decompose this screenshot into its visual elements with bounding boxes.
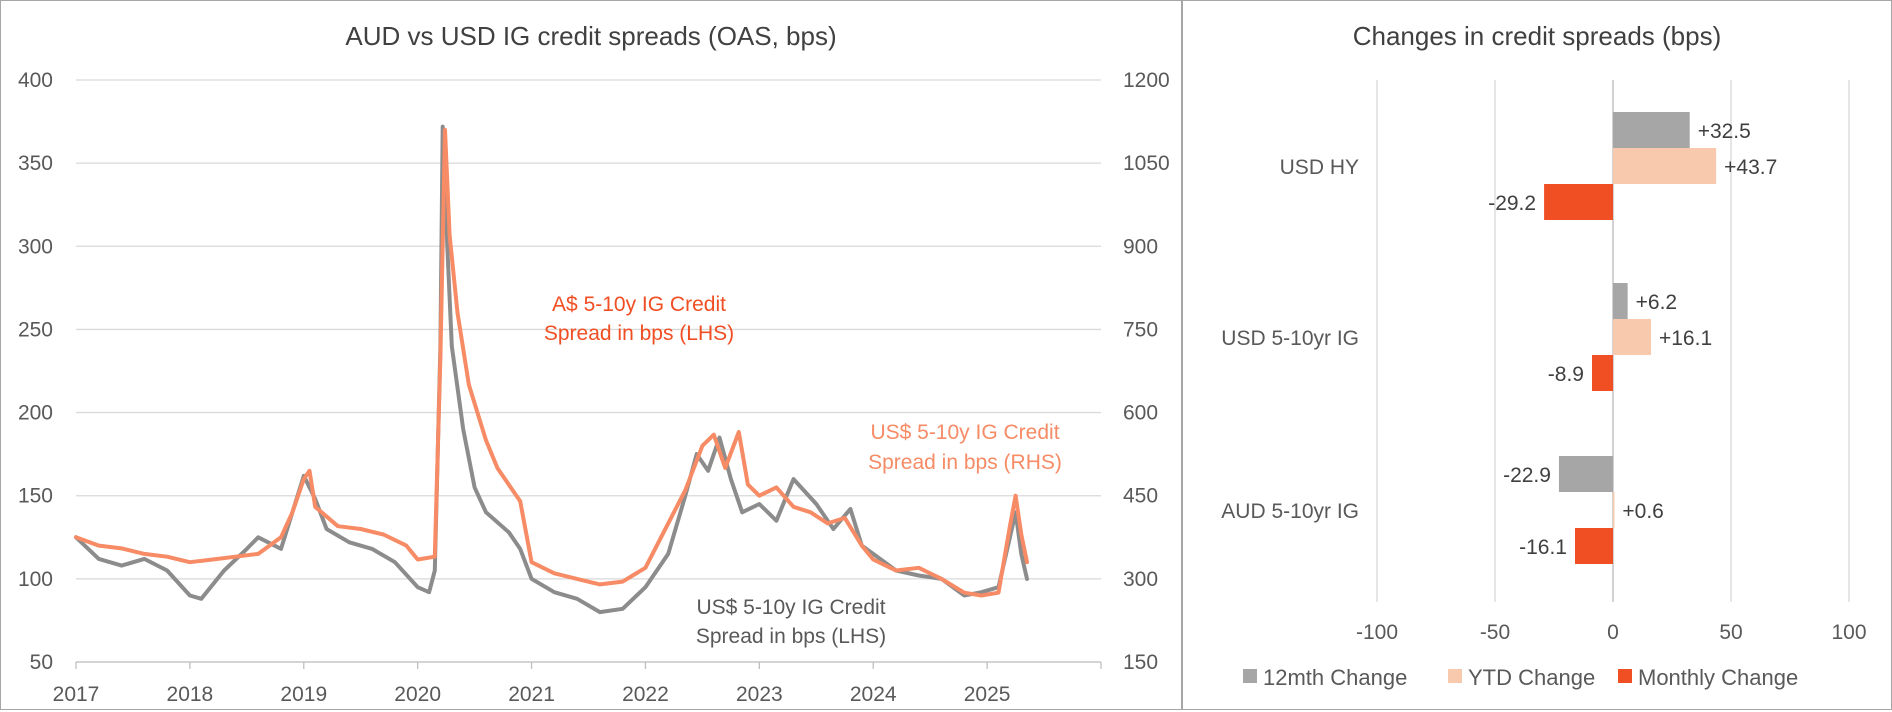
bar-value-label: -16.1	[1519, 536, 1567, 559]
legend-label: Monthly Change	[1638, 665, 1798, 690]
legend-swatch-bar-monthly	[1618, 669, 1632, 683]
left-tick-label: 100	[18, 568, 53, 591]
bar-value-label: -29.2	[1488, 192, 1536, 215]
bar-x-tick-label: 100	[1831, 621, 1866, 644]
bar-value-label: +32.5	[1698, 120, 1751, 143]
legend-swatch-bar-ytd	[1448, 669, 1462, 683]
right-axis-ticks: 1200 1050 900 750 600 450 300 150	[1123, 69, 1170, 674]
bar-value-label: +6.2	[1636, 291, 1677, 314]
bar-chart-svg: Changes in credit spreads (bps) +32.5 +43…	[1221, 21, 1867, 690]
x-tick-label: 2025	[964, 683, 1011, 706]
aud-annotation-line1: A$ 5-10y IG Credit	[552, 293, 726, 316]
bar-x-tick-label: -100	[1356, 621, 1398, 644]
bar-chart-panel: Changes in credit spreads (bps) +32.5 +43…	[1182, 0, 1892, 710]
bar-value-label: +0.6	[1622, 500, 1663, 523]
bar-chart-bars: +32.5 +43.7 -29.2 +6.2 +16.1 -8.9 -22.9 +0.6 -16…	[1488, 112, 1777, 564]
bar-bar-ytd	[1613, 492, 1615, 528]
left-tick-label: 50	[30, 651, 53, 674]
bar-x-tick-label: -50	[1480, 621, 1510, 644]
legend-label: 12mth Change	[1263, 665, 1407, 690]
bar-x-tick-label: 50	[1719, 621, 1742, 644]
x-tick-label: 2021	[508, 683, 555, 706]
us-rhs-series-annotation: US$ 5-10y IG Credit Spread in bps (RHS)	[868, 421, 1062, 474]
aud-annotation-line2: Spread in bps (LHS)	[544, 322, 734, 345]
x-tick-label: 2017	[53, 683, 100, 706]
bar-category-label: USD HY	[1280, 156, 1359, 179]
x-tick-label: 2022	[622, 683, 669, 706]
us-lhs-annotation-line1: US$ 5-10y IG Credit	[696, 596, 885, 619]
line-chart-gridlines	[76, 79, 1101, 663]
bar-value-label: +43.7	[1724, 156, 1777, 179]
line-chart-title: AUD vs USD IG credit spreads (OAS, bps)	[345, 21, 836, 51]
left-tick-label: 150	[18, 485, 53, 508]
left-tick-label: 200	[18, 402, 53, 425]
series-line-us-ig-rhs	[74, 127, 1029, 598]
left-tick-label: 350	[18, 152, 53, 175]
x-tick-label: 2018	[167, 683, 214, 706]
bar-chart-title: Changes in credit spreads (bps)	[1353, 21, 1722, 51]
bar-bar-monthly	[1544, 184, 1613, 220]
bar-x-tick-label: 0	[1607, 621, 1619, 644]
bar-chart-categories: USD HY USD 5-10yr IG AUD 5-10yr IG	[1221, 156, 1359, 523]
right-tick-label: 900	[1123, 235, 1158, 258]
bar-category-label: USD 5-10yr IG	[1221, 327, 1359, 350]
right-tick-label: 300	[1123, 568, 1158, 591]
us-lhs-series-annotation: US$ 5-10y IG Credit Spread in bps (LHS)	[696, 596, 886, 648]
line-chart-svg: AUD vs USD IG credit spreads (OAS, bps) …	[18, 21, 1170, 706]
bar-bar-ytd	[1613, 148, 1717, 184]
bar-chart-x-ticks: -100 -50 0 50 100	[1356, 621, 1867, 644]
right-tick-label: 750	[1123, 318, 1158, 341]
line-chart-panel: AUD vs USD IG credit spreads (OAS, bps) …	[0, 0, 1182, 710]
bar-value-label: -22.9	[1503, 464, 1551, 487]
x-tick-label: 2023	[736, 683, 783, 706]
x-tick-label: 2024	[850, 683, 897, 706]
left-tick-label: 400	[18, 69, 53, 92]
bar-bar-12m	[1558, 456, 1613, 492]
bar-value-label: -8.9	[1548, 363, 1584, 386]
us-rhs-annotation-line1: US$ 5-10y IG Credit	[870, 421, 1059, 444]
bar-chart-legend: 12mth Change YTD Change Monthly Change	[1243, 665, 1798, 690]
legend-swatch-bar-12m	[1243, 669, 1257, 683]
bar-bar-monthly	[1591, 355, 1613, 391]
us-rhs-annotation-line2: Spread in bps (RHS)	[868, 451, 1062, 474]
x-tick-label: 2020	[394, 683, 441, 706]
right-tick-label: 1050	[1123, 152, 1170, 175]
right-tick-label: 600	[1123, 402, 1158, 425]
us-lhs-annotation-line2: Spread in bps (LHS)	[696, 625, 886, 648]
bar-bar-12m	[1613, 112, 1690, 148]
left-axis-ticks: 400 350 300 250 200 150 100 50	[18, 69, 53, 674]
right-tick-label: 450	[1123, 485, 1158, 508]
left-tick-label: 250	[18, 318, 53, 341]
x-axis-ticks: 2017 2018 2019 2020 2021 2022 2023 2024 2025	[53, 661, 1102, 706]
left-tick-label: 300	[18, 235, 53, 258]
series-line-us-ig-lhs	[74, 124, 1029, 615]
bar-bar-ytd	[1613, 319, 1651, 355]
legend-label: YTD Change	[1468, 665, 1595, 690]
x-tick-label: 2019	[280, 683, 327, 706]
bar-bar-monthly	[1575, 528, 1613, 564]
bar-category-label: AUD 5-10yr IG	[1221, 500, 1359, 523]
bar-value-label: +16.1	[1659, 327, 1712, 350]
bar-bar-12m	[1613, 283, 1628, 319]
line-chart-series	[74, 124, 1029, 615]
right-tick-label: 150	[1123, 651, 1158, 674]
aud-series-annotation: A$ 5-10y IG Credit Spread in bps (LHS)	[544, 293, 734, 345]
right-tick-label: 1200	[1123, 69, 1170, 92]
